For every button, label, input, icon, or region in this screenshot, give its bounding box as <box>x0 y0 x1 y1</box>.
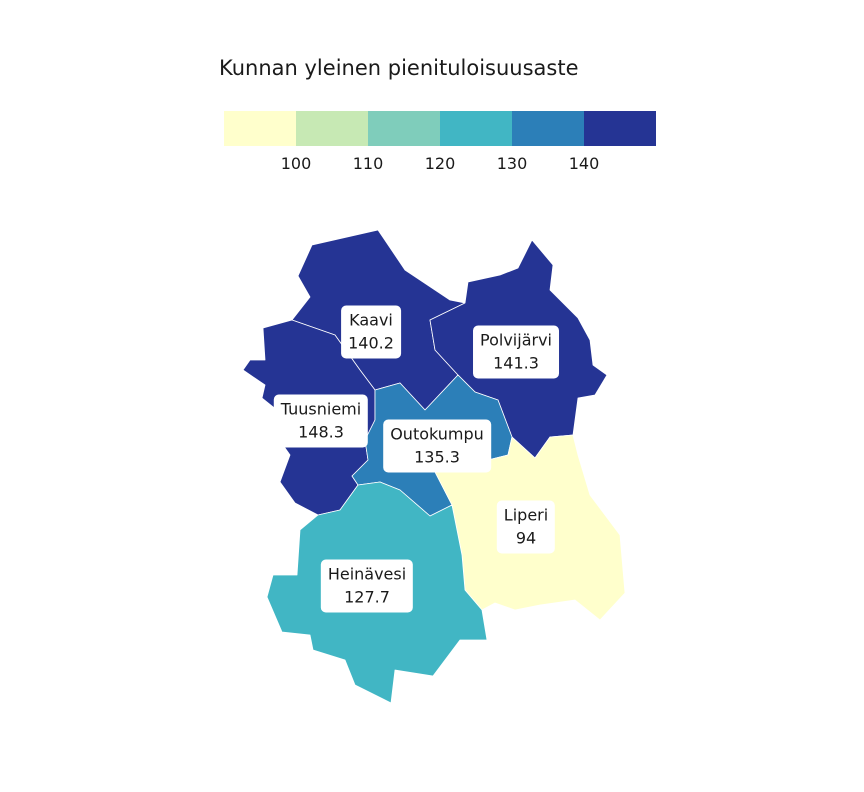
legend-tick-label: 140 <box>568 154 600 173</box>
region-name: Liperi <box>503 505 549 525</box>
region-value: 94 <box>515 528 537 548</box>
region-label-liperi: Liperi 94 <box>496 500 556 554</box>
region-name: Kaavi <box>349 310 393 330</box>
legend-bin <box>296 111 368 146</box>
legend-bin <box>440 111 512 146</box>
region-name: Polvijärvi <box>480 330 552 350</box>
legend-tick-label: 120 <box>424 154 456 173</box>
region-value: 148.3 <box>298 422 344 442</box>
region-name: Outokumpu <box>390 424 484 444</box>
color-legend: 100 110 120 130 140 <box>224 111 656 178</box>
legend-tick-label: 130 <box>496 154 528 173</box>
legend-ticks: 100 110 120 130 140 <box>224 154 656 178</box>
region-value: 140.2 <box>348 333 394 353</box>
region-label-kaavi: Kaavi 140.2 <box>341 305 401 359</box>
legend-bin <box>512 111 584 146</box>
region-value: 135.3 <box>414 447 460 467</box>
region-name: Tuusniemi <box>280 399 362 419</box>
legend-bin <box>224 111 296 146</box>
legend-bin <box>584 111 656 146</box>
legend-bin <box>368 111 440 146</box>
region-label-heinavesi: Heinävesi 127.7 <box>320 559 414 613</box>
region-value: 141.3 <box>493 353 539 373</box>
region-label-polvijarvi: Polvijärvi 141.3 <box>473 325 559 379</box>
region-value: 127.7 <box>344 587 390 607</box>
map-title: Kunnan yleinen pienituloisuusaste <box>219 56 579 80</box>
region-label-tuusniemi: Tuusniemi 148.3 <box>273 394 369 448</box>
region-name: Heinävesi <box>327 564 407 584</box>
legend-tick-label: 100 <box>280 154 312 173</box>
legend-color-scale <box>224 111 656 146</box>
region-label-outokumpu: Outokumpu 135.3 <box>383 419 491 473</box>
legend-tick-label: 110 <box>352 154 384 173</box>
